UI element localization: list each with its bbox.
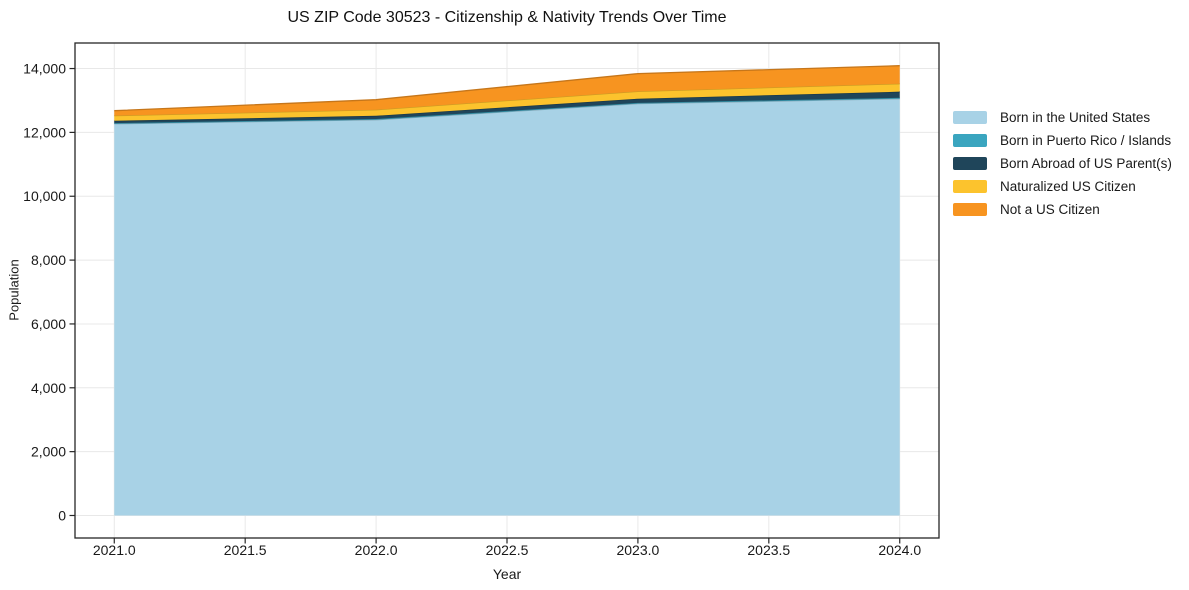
x-tick-label: 2022.5 [486, 542, 529, 558]
y-tick-label: 10,000 [23, 188, 66, 204]
area-layer-4 [114, 65, 900, 116]
area-layer-0 [114, 98, 900, 516]
y-tick-label: 6,000 [31, 316, 66, 332]
legend-swatch [953, 134, 987, 147]
stacked-areas [114, 65, 900, 516]
legend-swatch [953, 180, 987, 193]
legend-swatch [953, 203, 987, 216]
legend-label: Naturalized US Citizen [1000, 179, 1136, 194]
x-tick-label: 2022.0 [355, 542, 398, 558]
y-tick-label: 12,000 [23, 124, 66, 140]
x-tick-label: 2023.0 [616, 542, 659, 558]
legend-item-2: Born Abroad of US Parent(s) [953, 152, 1172, 175]
y-tick-label: 8,000 [31, 252, 66, 268]
legend-item-4: Not a US Citizen [953, 198, 1172, 221]
legend-label: Born in Puerto Rico / Islands [1000, 133, 1172, 148]
x-axis-label: Year [492, 566, 522, 582]
chart-title: US ZIP Code 30523 - Citizenship & Nativi… [287, 9, 727, 26]
axis-ticks: 2021.0 2021.5 2022.0 2022.5 2023.0 2023.5 2024… [23, 61, 921, 558]
x-tick-label: 2021.0 [93, 542, 136, 558]
legend-label: Born in the United States [1000, 110, 1151, 125]
y-tick-label: 2,000 [31, 444, 66, 460]
legend-swatch [953, 157, 987, 170]
area-layer-1-edge [114, 97, 900, 124]
y-tick-label: 4,000 [31, 380, 66, 396]
legend-label: Not a US Citizen [1000, 202, 1100, 217]
y-axis-label: Population [6, 259, 22, 321]
legend-item-0: Born in the United States [953, 106, 1172, 129]
y-tick-label: 0 [58, 507, 66, 523]
legend-item-3: Naturalized US Citizen [953, 175, 1172, 198]
x-tick-label: 2023.5 [747, 542, 790, 558]
legend-item-1: Born in Puerto Rico / Islands [953, 129, 1172, 152]
x-tick-label: 2024.0 [878, 542, 921, 558]
area-layer-4-edge [114, 65, 900, 112]
legend-label: Born Abroad of US Parent(s) [1000, 156, 1172, 171]
x-tick-label: 2021.5 [224, 542, 267, 558]
legend-swatch [953, 111, 987, 124]
y-tick-label: 14,000 [23, 61, 66, 77]
legend: Born in the United States Born in Puerto … [953, 106, 1172, 221]
